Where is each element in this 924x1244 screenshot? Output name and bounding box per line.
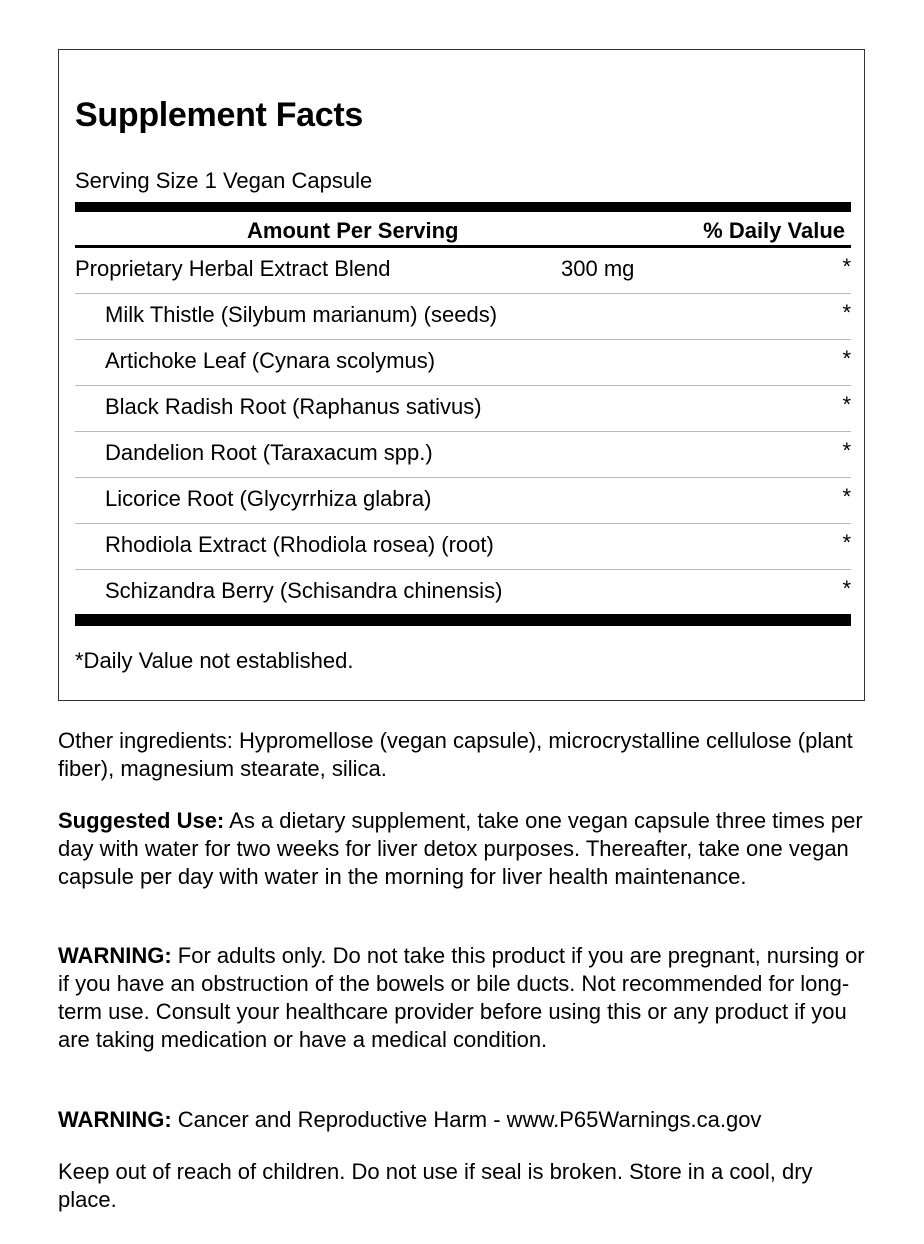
- table-header: Amount Per Serving % Daily Value: [75, 212, 851, 248]
- warning-prop65: WARNING: Cancer and Reproductive Harm - …: [58, 1106, 868, 1134]
- daily-value: *: [842, 346, 851, 371]
- panel-title: Supplement Facts: [75, 96, 364, 134]
- ingredient-name: Black Radish Root (Raphanus sativus): [105, 394, 482, 419]
- warning-text: For adults only. Do not take this produc…: [58, 943, 865, 1052]
- table-row: Proprietary Herbal Extract Blend 300 mg *: [75, 248, 851, 294]
- table-row: Dandelion Root (Taraxacum spp.) *: [75, 432, 851, 478]
- ingredient-name: Proprietary Herbal Extract Blend: [75, 256, 391, 281]
- warning-label: WARNING:: [58, 943, 172, 968]
- table-row: Rhodiola Extract (Rhodiola rosea) (root)…: [75, 524, 851, 570]
- ingredient-name: Rhodiola Extract (Rhodiola rosea) (root): [105, 532, 494, 557]
- warning-text: Cancer and Reproductive Harm - www.P65Wa…: [171, 1107, 762, 1132]
- header-amount: Amount Per Serving: [247, 218, 459, 243]
- serving-size: Serving Size 1 Vegan Capsule: [75, 168, 373, 193]
- ingredient-name: Dandelion Root (Taraxacum spp.): [105, 440, 433, 465]
- storage-instructions: Keep out of reach of children. Do not us…: [58, 1159, 813, 1212]
- header-daily-value: % Daily Value: [703, 218, 845, 243]
- daily-value: *: [842, 300, 851, 325]
- daily-value: *: [842, 254, 851, 279]
- daily-value: *: [842, 576, 851, 601]
- warning-label: WARNING:: [58, 1107, 172, 1132]
- table-row: Licorice Root (Glycyrrhiza glabra) *: [75, 478, 851, 524]
- suggested-use: Suggested Use: As a dietary supplement, …: [58, 807, 868, 891]
- suggested-use-text: As a dietary supplement, take one vegan …: [58, 808, 863, 889]
- ingredient-name: Milk Thistle (Silybum marianum) (seeds): [105, 302, 498, 327]
- daily-value: *: [842, 530, 851, 555]
- daily-value: *: [842, 392, 851, 417]
- other-ingredients: Other ingredients: Hypromellose (vegan c…: [58, 728, 853, 781]
- thick-divider: [75, 614, 851, 626]
- table-row: Milk Thistle (Silybum marianum) (seeds) *: [75, 294, 851, 340]
- warning-general: WARNING: For adults only. Do not take th…: [58, 942, 868, 1054]
- ingredient-name: Artichoke Leaf (Cynara scolymus): [105, 348, 436, 373]
- daily-value: *: [842, 484, 851, 509]
- ingredient-amount: 300 mg: [561, 256, 635, 281]
- daily-value: *: [842, 438, 851, 463]
- table-row: Artichoke Leaf (Cynara scolymus) *: [75, 340, 851, 386]
- facts-table: Amount Per Serving % Daily Value Proprie…: [75, 202, 851, 626]
- thick-divider: [75, 202, 851, 212]
- ingredient-name: Schizandra Berry (Schisandra chinensis): [105, 578, 503, 603]
- footnote: *Daily Value not established.: [75, 648, 354, 673]
- table-row: Schizandra Berry (Schisandra chinensis) *: [75, 570, 851, 614]
- ingredient-name: Licorice Root (Glycyrrhiza glabra): [105, 486, 432, 511]
- table-row: Black Radish Root (Raphanus sativus) *: [75, 386, 851, 432]
- suggested-use-label: Suggested Use:: [58, 808, 225, 833]
- supplement-facts-panel: Supplement Facts Serving Size 1 Vegan Ca…: [58, 49, 865, 701]
